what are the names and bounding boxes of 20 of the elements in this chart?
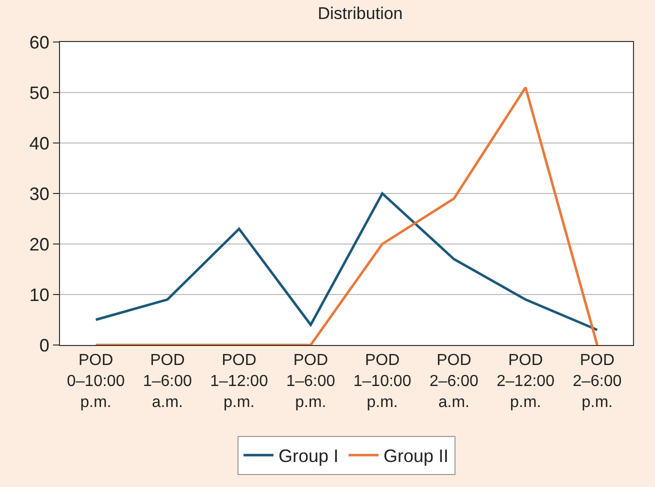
y-tick-label: 30 — [29, 184, 50, 204]
y-tick-label: 40 — [29, 133, 50, 154]
x-tick-label: POD 1–10:00 p.m. — [353, 352, 412, 411]
x-tick-label: POD 1–12:00 p.m. — [210, 352, 268, 411]
x-tick-label: POD 2–12:00 p.m. — [496, 352, 555, 411]
legend-label: Group I — [278, 446, 339, 466]
y-tick-label: 60 — [29, 32, 50, 52]
chart-title: Distribution — [318, 4, 403, 24]
legend-label: Group II — [384, 446, 449, 466]
x-tick-label: POD 0–10:00 p.m. — [66, 352, 125, 411]
x-tick-label: POD 2–6:00 p.m. — [572, 352, 622, 411]
y-tick-label: 0 — [39, 335, 50, 356]
x-tick-label: POD 1–6:00 a.m. — [142, 352, 192, 411]
y-tick-label: 10 — [29, 284, 50, 305]
x-tick-label: POD 2–6:00 a.m. — [429, 352, 479, 411]
y-tick-label: 50 — [29, 82, 50, 103]
line-series — [94, 86, 598, 345]
line-series — [94, 192, 598, 332]
x-tick-label: POD 1–6:00 p.m. — [286, 352, 336, 411]
y-tick-label: 20 — [29, 234, 50, 254]
